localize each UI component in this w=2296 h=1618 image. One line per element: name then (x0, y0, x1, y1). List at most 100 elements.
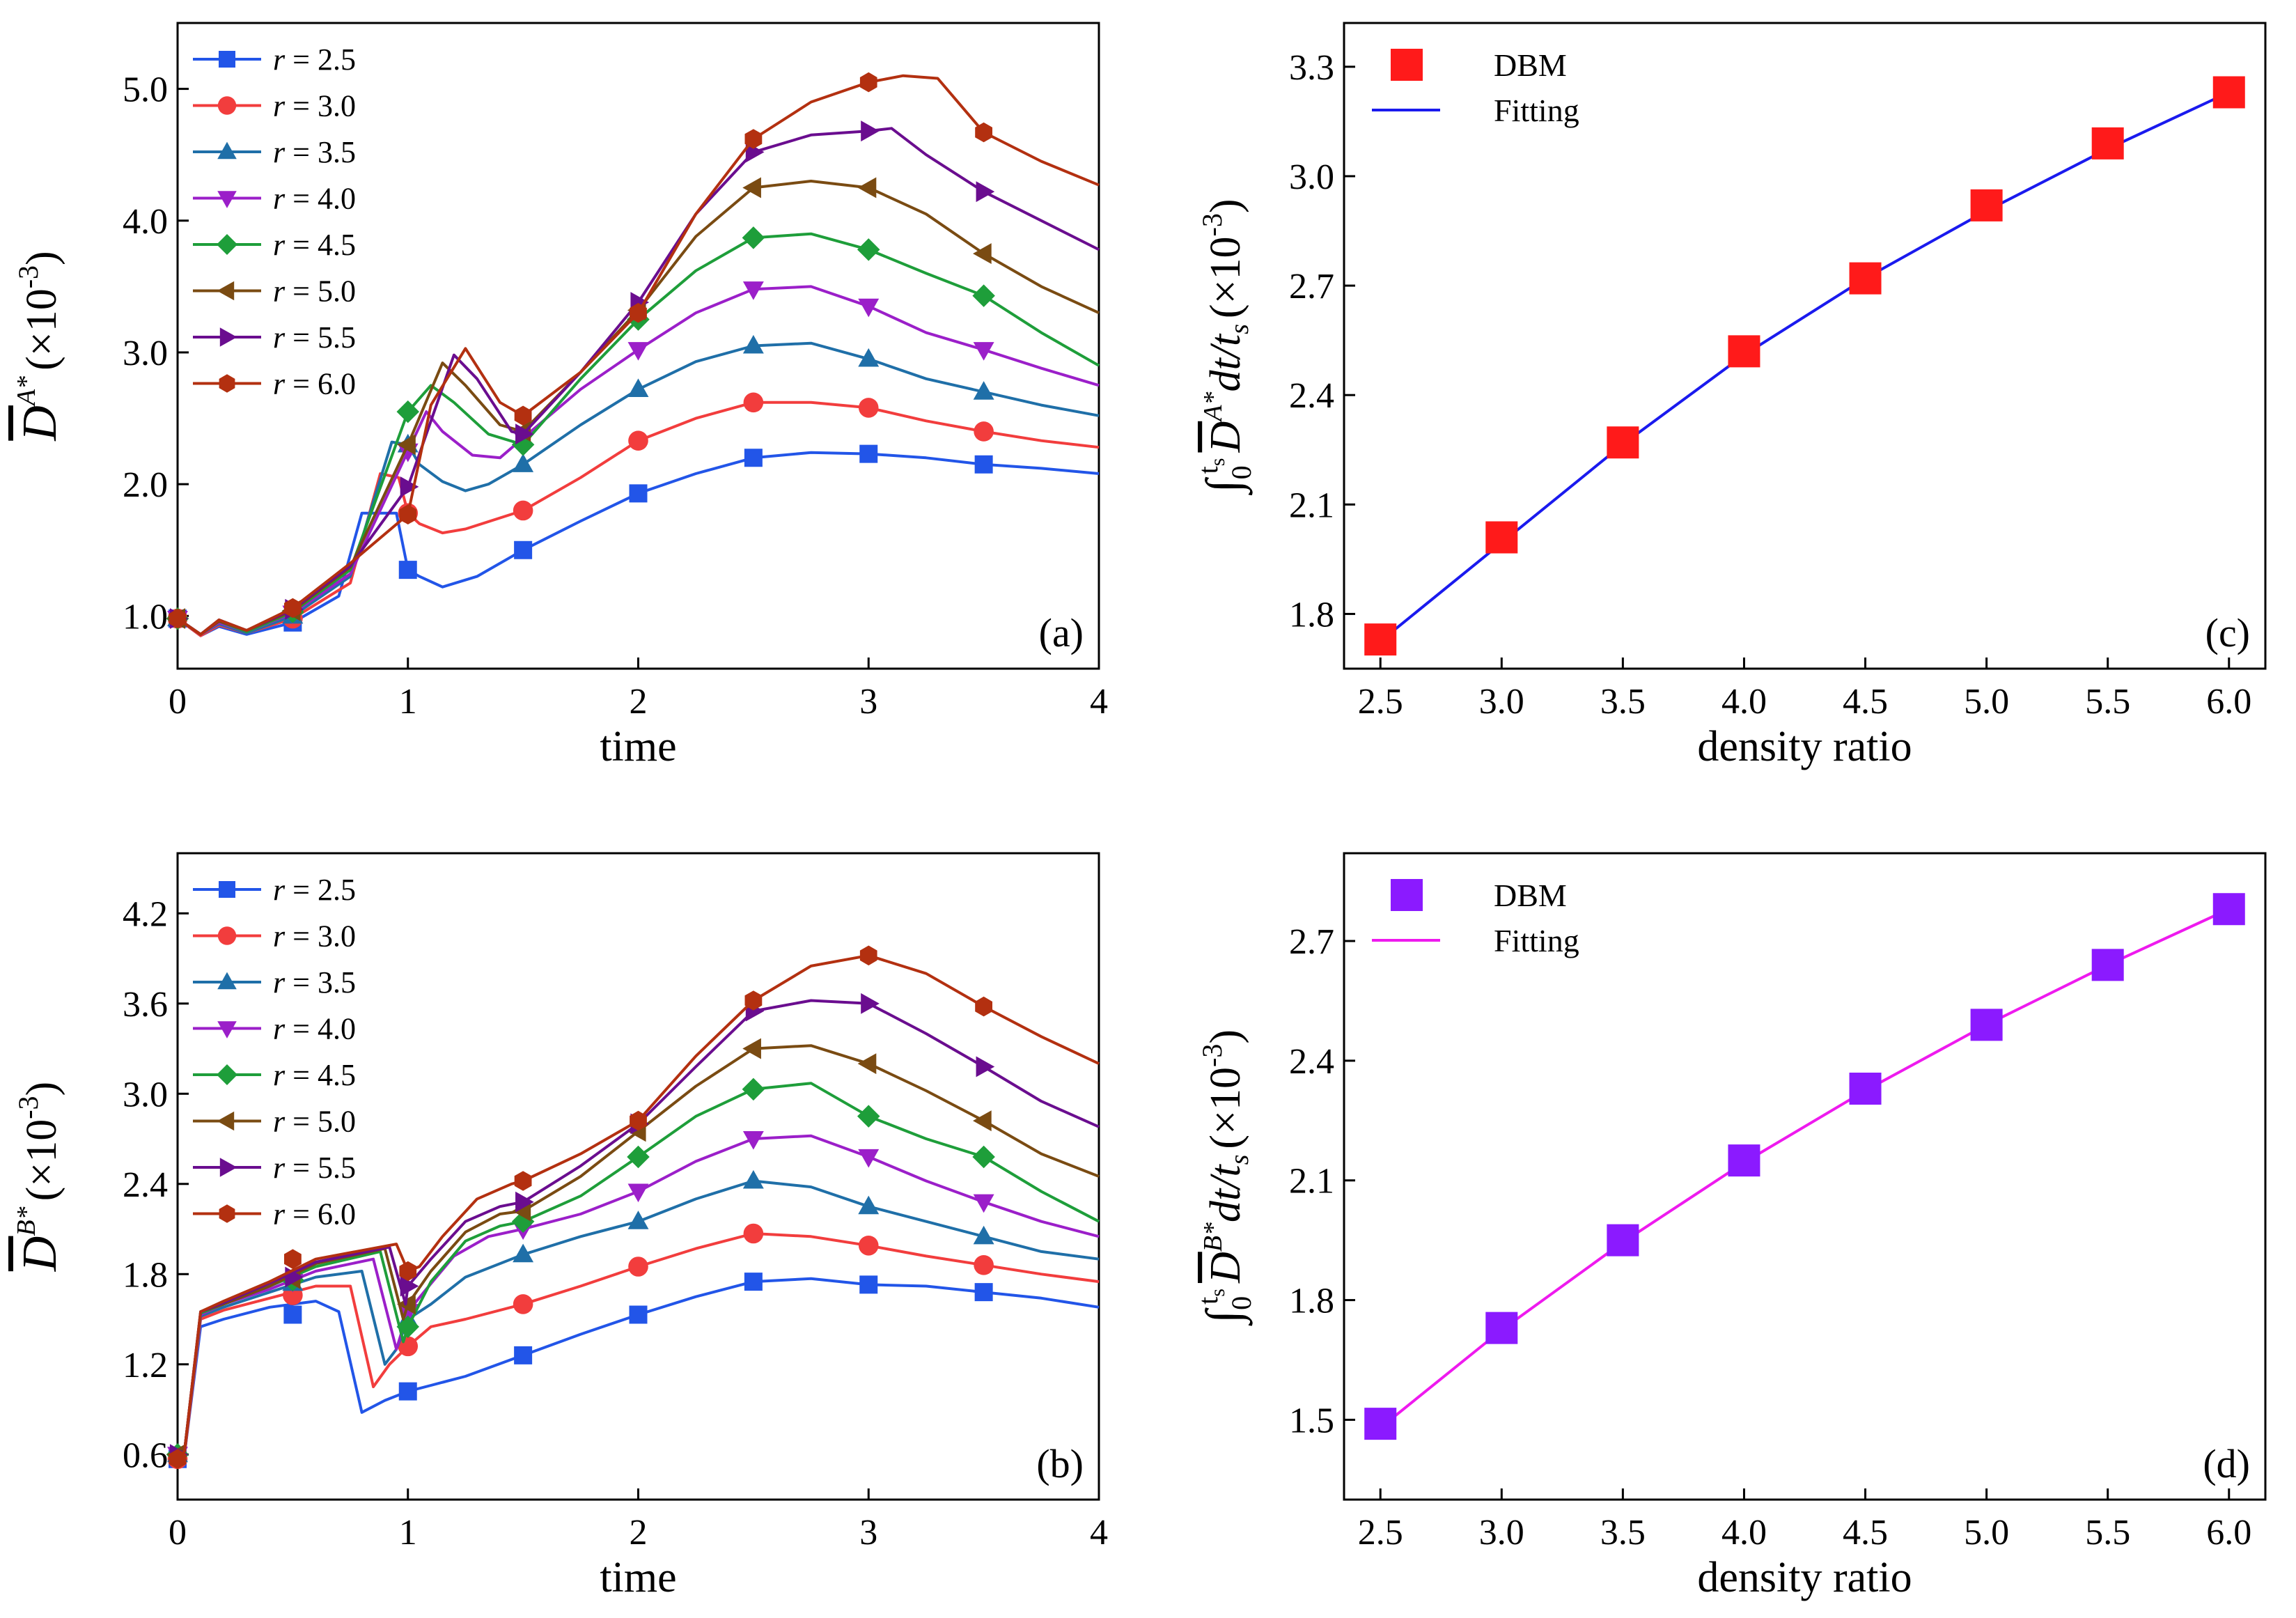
integral-sign: ∫ (1197, 477, 1253, 496)
legend-label: r = 5.5 (273, 320, 356, 355)
y-tick-label: 1.0 (123, 597, 168, 637)
data-point (513, 500, 533, 521)
y-unit: (×10 (1202, 236, 1249, 318)
x-axis-title: density ratio (1697, 723, 1912, 770)
x-tick-label: 3.0 (1479, 1513, 1524, 1553)
series-line (176, 341, 1100, 636)
y-tail: dt/t (1202, 333, 1249, 391)
x-tick-label: 5.0 (1964, 682, 2009, 722)
x-tick-label: 3.0 (1479, 682, 1524, 722)
data-point (742, 334, 764, 354)
data-point (514, 540, 533, 559)
legend: DBM Fitting (1372, 878, 1579, 958)
data-point (627, 1183, 649, 1203)
data-point (974, 421, 994, 442)
data-point (972, 284, 995, 307)
y-tick-label: 2.4 (1289, 1042, 1334, 1082)
legend-marker (217, 234, 237, 255)
data-point (513, 453, 534, 472)
y-tick-label: 3.0 (1289, 157, 1334, 197)
legend-label: r = 5.0 (273, 274, 356, 309)
x-axis-title: density ratio (1697, 1554, 1912, 1601)
data-point (515, 423, 534, 445)
legend-label: r = 2.5 (273, 873, 356, 907)
series-line (176, 451, 1100, 637)
series-line (177, 1044, 1100, 1456)
legend-r: r (273, 89, 286, 123)
y-symbol: D (1202, 1252, 1249, 1284)
data-point (627, 342, 649, 361)
integral-lower: 0 (1226, 465, 1257, 479)
y-symbol: D (1202, 421, 1249, 453)
integral-upper-sub: s (1206, 458, 1229, 467)
x-axis-title: time (600, 723, 676, 770)
legend-marker (219, 1158, 237, 1177)
legend-value: 4.5 (318, 228, 356, 262)
y-tick-label: 0.6 (123, 1436, 168, 1475)
legend-label: r = 3.5 (273, 965, 356, 999)
dbm-point (1849, 262, 1882, 295)
dbm-point (1364, 623, 1397, 656)
y-symbol: D (13, 1236, 67, 1273)
data-point (514, 405, 532, 426)
legend-label-fitting: Fitting (1494, 923, 1579, 958)
legend-value: 6.0 (318, 1197, 356, 1231)
y-axis-title: ∫0tsDB*dt/ts(×10-3) (1192, 1029, 1257, 1326)
legend-eq: = (285, 1151, 318, 1185)
data-point (398, 561, 417, 579)
legend-r: r (273, 367, 286, 401)
fitting-line (1379, 908, 2230, 1429)
legend-marker (219, 327, 237, 347)
legend-marker (217, 926, 237, 945)
y-tick-label: 3.0 (123, 334, 168, 373)
dbm-point (2091, 127, 2124, 160)
legend-eq: = (285, 135, 318, 169)
data-point (975, 996, 992, 1017)
legend-r: r (273, 1012, 286, 1046)
x-tick-label: 3 (859, 682, 877, 722)
plot-frame (1343, 852, 2267, 1501)
series-r-6.0 (169, 72, 1100, 636)
x-tick-label: 4 (1090, 1513, 1108, 1553)
legend-eq: = (285, 42, 318, 77)
y-symbol-sup: A* (1198, 392, 1228, 423)
legend-label: r = 4.0 (273, 182, 356, 216)
legend-eq: = (285, 274, 318, 309)
panel-label: (d) (2203, 1441, 2250, 1486)
data-point (859, 72, 877, 93)
legend-marker (219, 51, 235, 68)
legend-r: r (273, 135, 286, 169)
legend-value: 3.5 (318, 965, 356, 999)
x-tick-label: 4.5 (1843, 682, 1888, 722)
dbm-point (1728, 335, 1760, 368)
data-point (861, 993, 880, 1014)
x-tick-label: 3.5 (1600, 1513, 1646, 1553)
x-tick-label: 4.5 (1843, 1513, 1888, 1553)
y-unit: (×10 (1202, 1067, 1249, 1149)
x-tick-label: 2.5 (1358, 682, 1403, 722)
legend-eq: = (285, 228, 318, 262)
legend-marker (219, 1204, 235, 1223)
legend-label: r = 3.0 (273, 919, 356, 954)
panel-b-time-series-DB: 0 1 2 3 4 0.6 1.2 1.8 2.4 3.0 3.6 4.2 time DB* (×10-3)… (12, 852, 1108, 1601)
y-unit-close: ) (1202, 1029, 1249, 1044)
y-unit-close: ) (18, 251, 65, 265)
x-tick-label: 2.5 (1358, 1513, 1403, 1553)
data-point (742, 1169, 764, 1189)
legend-eq: = (285, 367, 318, 401)
dbm-point (1364, 1408, 1397, 1440)
y-unit-exp: -3 (13, 1096, 44, 1119)
y-tail: dt/t (1202, 1164, 1249, 1222)
y-tick-label: 2.4 (1289, 376, 1334, 416)
data-point (974, 1283, 993, 1302)
y-tick-label: 1.8 (1289, 1282, 1334, 1321)
x-tick-label: 0 (169, 682, 187, 722)
legend-value: 4.0 (318, 182, 356, 216)
series-r-5.0 (166, 1038, 1100, 1465)
y-tick-label: 3.6 (123, 985, 168, 1025)
legend-label: r = 3.5 (273, 135, 356, 169)
dbm-point (2212, 893, 2245, 926)
legend-label: r = 5.0 (273, 1105, 356, 1139)
data-point (858, 1149, 880, 1168)
y-unit: (×10 (18, 288, 65, 371)
